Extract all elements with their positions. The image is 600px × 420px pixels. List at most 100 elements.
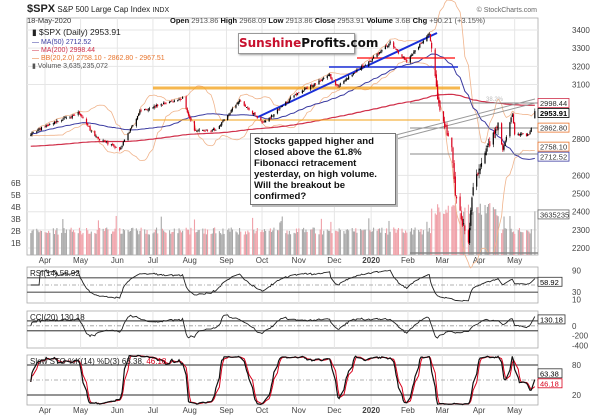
candle-body [218,125,220,129]
rsi-tag: 58.92 [540,278,559,287]
quote-open-value: 2913.86 [191,16,220,25]
volume-bar [460,206,462,255]
volume-bar [352,231,354,255]
legend-ma200: — MA(200) 2998.44 [32,47,95,54]
candle-body [187,112,190,116]
volume-bar [397,228,400,255]
volume-bar [337,231,339,255]
volume-bar [447,205,449,255]
volume-bar [269,228,271,255]
candle-body [244,105,247,107]
volume-bar [106,227,108,255]
candle-body [154,106,156,108]
volume-bar [248,232,250,255]
candle-body [72,114,75,116]
volume-bar [177,233,179,255]
volume-bar [138,234,140,255]
candle-body [479,168,481,171]
candle-body [388,43,390,47]
candle-body [263,121,266,123]
volume-bar [172,231,174,255]
volume-bar [522,232,524,255]
chart-date: 18-May-2020 [27,16,71,25]
candle-body [470,210,472,226]
candle-body [505,136,507,141]
volume-bar [311,229,313,255]
candle-body [352,73,354,75]
candle-body [343,80,345,84]
volume-bar [202,228,204,255]
volume-bar [220,233,222,255]
candle-body [496,126,498,129]
volume-bar [323,230,325,255]
candle-body [104,141,107,142]
candle-body [346,78,349,80]
price-tick-label: 2400 [572,208,590,217]
volume-bar [369,230,371,255]
candle-body [236,103,238,105]
candle-body [368,61,370,67]
candle-body [129,128,131,132]
candle-body [119,147,121,151]
quote-close-value: 2953.91 [337,16,366,25]
volume-bar [438,207,440,255]
volume-bar [501,233,503,255]
candle-body [372,56,375,59]
volume-bar [480,214,483,255]
candle-body [39,128,41,130]
candle-body [525,133,528,137]
volume-bar [290,234,292,255]
volume-bar [445,209,447,255]
candle-body [219,125,222,127]
volume-bar [221,234,223,255]
volume-bar [422,230,424,255]
volume-bar [517,230,519,255]
quote-open-label: Open [170,16,191,25]
sto-d-tag: 46.18 [540,379,559,388]
candle-body [238,100,241,103]
volume-bar [103,231,105,255]
candle-body [85,118,88,125]
candle-body [486,146,488,147]
volume-bar [520,231,522,255]
price-tag: 2998.44 [540,99,567,108]
volume-bar [288,230,290,255]
price-tag-box [537,151,570,162]
volume-bar [163,230,165,255]
volume-bar [119,228,121,255]
candle-body [397,50,400,54]
candle-body [270,114,273,118]
annotation-box: Stocks gapped higher and closed above th… [250,133,396,205]
stockcharts-copyright: © StockCharts.com [477,6,538,14]
candle-body [298,92,300,94]
candle-body [55,121,57,123]
quote-chg-label: Chg [413,16,430,25]
volume-bar [453,205,455,255]
candle-body [338,85,340,87]
volume-bar [148,234,150,255]
volume-bar [363,229,365,255]
candle-body [186,108,188,113]
candle-body [70,116,72,118]
candle-body [168,101,171,103]
candle-body [49,123,51,125]
candle-body [62,119,64,121]
quote-chg-value: +90.21 (+3.15%) [429,16,485,25]
volume-bar [276,230,279,255]
candle-body [122,141,124,146]
candle-body [89,126,91,131]
candle-body [247,107,249,109]
volume-bar [521,232,523,255]
volume-bar [64,232,66,255]
candle-body [281,106,283,107]
candle-body [326,75,328,79]
candle-body [402,56,404,58]
cci-label: CCI(20) 130.18 [30,313,85,322]
candle-body [163,102,165,105]
candle-body [280,106,282,108]
volume-bar [387,234,389,255]
volume-bar [463,211,465,255]
candle-body [364,65,366,67]
volume-bar [252,217,254,255]
volume-bar [472,211,474,255]
